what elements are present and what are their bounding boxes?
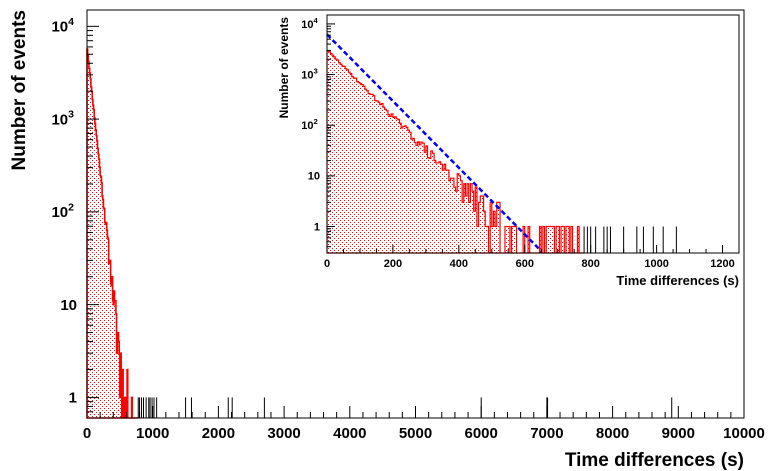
- main-x-tick-label: 2000: [202, 425, 235, 442]
- inset-plot-frame: [326, 14, 740, 254]
- main-y-tick-label: 10: [60, 297, 77, 314]
- main-histogram-line: [86, 48, 139, 419]
- main-y-tick-exponent: 2: [68, 201, 74, 213]
- main-histogram: [86, 48, 673, 419]
- main-axis-ticks: 0 1000 2000 3000 4000 5000 6000 7000 8000 9000 100…: [51, 16, 764, 442]
- main-y-tick-label: 104: [51, 16, 74, 36]
- inset-x-tick-label: 400: [450, 258, 468, 270]
- main-x-tick-label: 6000: [465, 425, 498, 442]
- main-x-tick-label: 1000: [136, 425, 169, 442]
- main-y-tick-label: 1: [69, 390, 77, 407]
- inset-fit-line: [326, 33, 543, 253]
- inset-y-tick-exponent: 4: [314, 16, 319, 25]
- main-y-tick-exponent: 3: [68, 109, 74, 121]
- main-x-axis-title: Time differences (s): [565, 450, 744, 471]
- inset-histogram-fill: [327, 50, 585, 253]
- inset-x-tick-label: 800: [582, 258, 600, 270]
- inset-y-tick-label: 1: [314, 221, 320, 233]
- inset-x-tick-label: 1200: [710, 258, 734, 270]
- main-y-axis-title: Number of events: [9, 10, 30, 170]
- main-x-tick-label: 10000: [723, 425, 765, 442]
- inset-x-tick-label: 1000: [644, 258, 668, 270]
- main-y-tick-exponent: 4: [68, 16, 74, 28]
- main-y-tick-label: 103: [51, 109, 74, 129]
- main-x-tick-label: 9000: [662, 425, 695, 442]
- main-x-tick-label: 7000: [530, 425, 563, 442]
- inset-y-tick-exponent: 2: [314, 117, 318, 126]
- inset-y-tick-label: 10: [308, 171, 320, 183]
- inset-x-tick-label: 600: [516, 258, 534, 270]
- main-x-tick-label: 5000: [399, 425, 432, 442]
- main-y-tick-label: 102: [51, 201, 74, 221]
- inset-x-tick-label: 200: [384, 258, 402, 270]
- main-x-tick-label: 8000: [596, 425, 629, 442]
- inset-x-tick-label: 0: [324, 258, 330, 270]
- main-x-tick-label: 3000: [267, 425, 300, 442]
- main-histogram-fill: [87, 49, 139, 419]
- main-x-tick-label: 4000: [333, 425, 366, 442]
- inset-y-axis-title: Number of events: [277, 17, 291, 119]
- main-x-tick-label: 0: [83, 425, 91, 442]
- inset-y-tick-exponent: 3: [314, 66, 318, 75]
- inset-x-axis-title: Time differences (s): [616, 273, 739, 288]
